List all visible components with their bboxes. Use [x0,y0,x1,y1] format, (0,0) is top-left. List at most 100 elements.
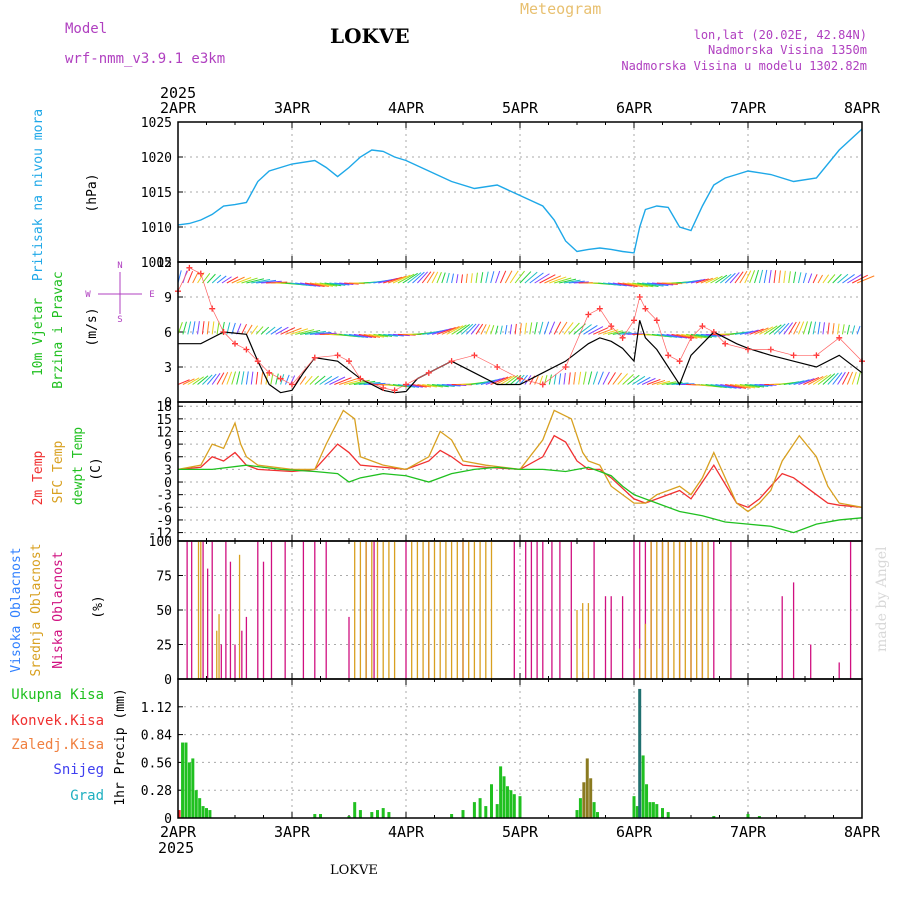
precip-bar [495,804,499,818]
y-tick-label: 1010 [141,221,172,236]
wind-barb [304,282,325,288]
precip-ylabel: 1hr Precip (mm) [113,688,128,805]
wind-barb [455,274,459,284]
y-tick-label: 25 [156,639,172,654]
wind-barb [250,325,259,335]
wind-barb [793,321,801,335]
wind-barb [519,323,522,335]
wind-barb [353,380,376,385]
panel-cloud: 0 25 50 75 100 [149,535,863,688]
wind-barb [245,324,253,335]
wind-barb [260,372,264,385]
precip-bar [505,786,509,818]
year-label-top: 2025 [160,84,196,102]
wind-barb [460,274,463,284]
wind-barb [768,324,782,335]
wind-barb [587,371,593,385]
sfc-temp-ylabel: SFC Temp [51,441,66,504]
precip-bar [187,762,191,818]
wind-barb [211,373,221,385]
wind-barb [734,331,749,335]
wind-barb [812,321,817,335]
wind-barb [421,271,432,284]
wind-barb [192,271,199,284]
precip-bar [648,802,652,818]
wind-barb [749,270,756,284]
wind-barb [812,274,818,284]
wind-barb [192,376,205,385]
wind-barb [553,373,557,385]
footer-station: LOKVE [330,863,378,878]
wind-barb [832,372,843,385]
precip-bar [201,806,205,818]
wind-barb [309,375,320,385]
model-name: wrf-nmm_v3.9.1 e3km [65,51,225,67]
wind-barb [788,380,805,385]
wind-barb [729,272,740,284]
wind-barb [436,326,456,335]
wind-barb [383,333,398,337]
wind-barb [309,282,329,287]
wind-barb [705,276,718,284]
precip-bar [589,778,593,818]
precip-bar [757,816,761,818]
wind-barb [427,384,443,388]
wind-barb [192,321,196,335]
wind-barb [656,333,678,338]
y-tick-label: 12 [156,425,172,440]
wind-barb [793,271,797,284]
wind-barb [817,321,821,335]
wind-barb [285,374,290,385]
wind-barb [656,282,678,285]
wind-barb [197,321,200,335]
precip-bar [191,758,195,818]
wind-barb [334,377,352,385]
x-tick-label-bottom: 4APR [388,823,425,841]
wind-barb [509,374,522,385]
wind-gust-line [177,267,863,391]
y-tick-label: 6 [164,451,172,466]
wind-barb [431,328,452,335]
wind-barb [407,384,423,388]
wind-barb [646,282,669,287]
wind-barb [392,384,412,388]
wind-barb [558,321,568,335]
precip-bar [499,766,503,818]
wind-barb [529,322,533,335]
wind-barb [764,325,778,335]
model-label: Model [65,21,107,37]
wind-barb [441,272,446,284]
wind-barb [759,326,774,335]
wind-barb [534,321,538,335]
wind-barb [534,375,539,385]
wind-barb [490,271,495,284]
wind-barb [412,271,425,284]
wind-barb [182,378,195,385]
pressure-line [177,128,863,254]
precip-bar [582,782,586,818]
temp-unit: (C) [89,457,104,480]
wind-barb [417,271,428,284]
wind-barb [568,280,585,284]
wind-barb [329,282,346,286]
precip-bar [205,808,208,818]
wind-barb [802,272,807,284]
wind-barb [275,326,289,335]
wind-barb [480,272,484,284]
precip-bar [655,804,659,818]
wind-barb [622,282,643,288]
wind-barb [583,325,598,335]
wind-barb [446,325,464,335]
precip-bar [651,802,655,818]
wind-barb [300,282,321,287]
wind-barb [602,371,610,385]
wind-barb [817,374,832,385]
y-tick-label: 6 [164,326,172,341]
wind-barb [177,379,190,385]
wind-barb [417,384,432,388]
wind-barb [797,272,802,284]
y-tick-label: 0.28 [141,784,172,799]
wind-barb [788,271,791,284]
precip-bar [596,812,600,818]
